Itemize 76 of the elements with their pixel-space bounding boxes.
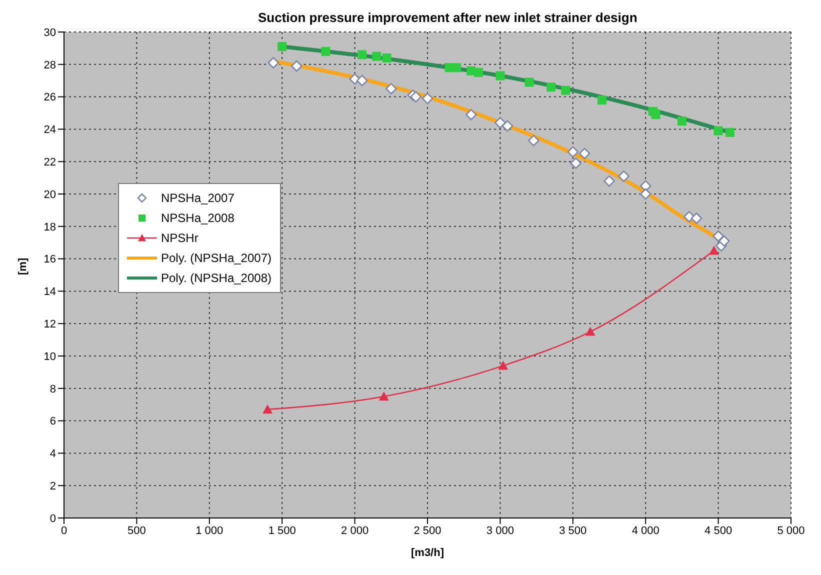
legend-label: Poly. (NPSHa_2007) xyxy=(161,251,272,265)
point xyxy=(597,96,606,105)
y-tick-label: 18 xyxy=(44,221,56,234)
x-tick-label: 1 500 xyxy=(268,524,296,537)
y-tick-label: 26 xyxy=(44,92,56,104)
y-tick-label: 10 xyxy=(44,350,56,363)
point xyxy=(567,146,579,158)
point xyxy=(498,360,508,370)
y-tick-label: 24 xyxy=(44,124,56,136)
legend-label: NPSHa_2008 xyxy=(161,211,234,225)
point xyxy=(618,170,630,182)
chart-title: Suction pressure improvement after new inlet strainer design xyxy=(258,10,638,25)
point xyxy=(604,175,615,187)
x-tick-label: 4 000 xyxy=(632,524,660,537)
x-tick-label: 4 500 xyxy=(704,524,732,537)
x-tick-label: 3 000 xyxy=(486,524,514,537)
x-axis-title: [m3/h] xyxy=(411,547,444,559)
point xyxy=(718,235,730,247)
point xyxy=(712,230,724,242)
point xyxy=(690,212,702,224)
legend-label: NPSHa_2007 xyxy=(161,191,234,205)
point xyxy=(524,78,534,87)
y-tick-label: 22 xyxy=(44,156,56,169)
legend-label: NPSHr xyxy=(161,231,198,245)
point xyxy=(585,326,596,336)
x-tick-label: 1 000 xyxy=(196,524,224,537)
point xyxy=(382,53,392,62)
point xyxy=(452,63,462,72)
point xyxy=(378,392,389,400)
y-tick-label: 20 xyxy=(44,188,56,201)
x-tick-label: 2 500 xyxy=(414,524,442,537)
x-tick-label: 0 xyxy=(60,524,68,537)
point xyxy=(502,120,514,132)
point xyxy=(578,148,590,160)
y-axis-title: [m] xyxy=(16,258,29,275)
y-tick-label: 16 xyxy=(44,254,56,266)
point xyxy=(474,68,483,77)
point xyxy=(570,158,582,169)
y-tick-label: 6 xyxy=(50,416,56,428)
point xyxy=(422,92,434,104)
point xyxy=(496,71,505,80)
point xyxy=(714,126,723,136)
point xyxy=(356,74,368,86)
point xyxy=(640,188,652,200)
point xyxy=(708,246,719,255)
y-tick-label: 28 xyxy=(44,59,56,72)
point xyxy=(358,50,367,60)
point xyxy=(262,404,273,414)
y-tick-label: 0 xyxy=(50,512,56,525)
legend-label: Poly. (NPSHa_2008) xyxy=(161,271,272,285)
point xyxy=(321,46,330,56)
y-tick-label: 12 xyxy=(44,318,56,331)
point xyxy=(677,116,686,126)
point xyxy=(465,108,477,120)
y-tick-label: 8 xyxy=(50,383,56,396)
point xyxy=(725,128,734,137)
x-tick-label: 2 000 xyxy=(341,524,369,537)
x-tick-label: 3 500 xyxy=(559,524,587,537)
point xyxy=(494,117,506,128)
point xyxy=(651,110,660,120)
point xyxy=(290,60,302,72)
y-tick-label: 2 xyxy=(50,480,56,493)
point xyxy=(410,91,422,102)
point xyxy=(546,82,556,92)
y-tick-label: 4 xyxy=(50,448,56,460)
x-tick-label: 500 xyxy=(128,524,146,537)
point xyxy=(268,57,280,68)
point xyxy=(528,134,540,146)
point xyxy=(372,52,382,61)
y-tick-label: 14 xyxy=(44,286,56,298)
x-tick-label: 5 000 xyxy=(777,524,805,537)
point xyxy=(278,42,287,52)
y-tick-label: 30 xyxy=(44,26,56,39)
point xyxy=(386,83,397,94)
point xyxy=(561,86,570,95)
point xyxy=(349,73,360,85)
